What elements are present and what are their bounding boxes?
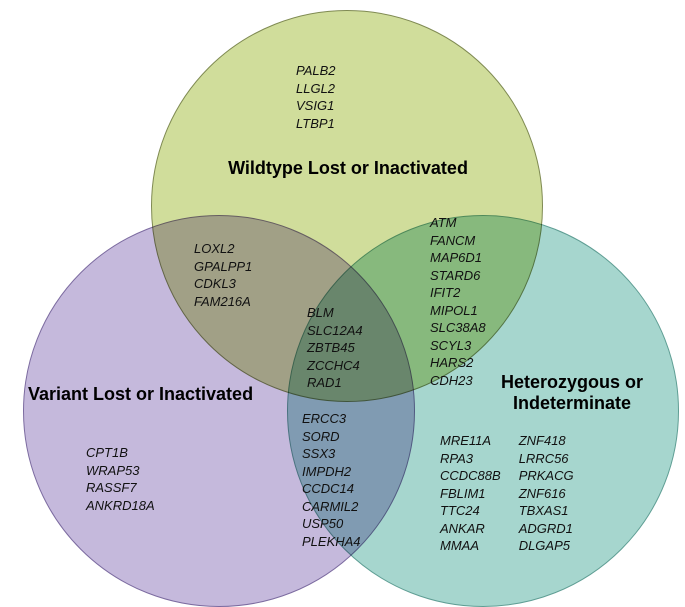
genes-right-only: MRE11A RPA3 CCDC88B FBLIM1 TTC24 ANKAR M… [440, 432, 574, 555]
genes-right-only-col2: ZNF418 LRRC56 PRKACG ZNF616 TBXAS1 ADGRD… [519, 432, 574, 555]
title-top: Wildtype Lost or Inactivated [218, 158, 478, 179]
title-left: Variant Lost or Inactivated [28, 384, 258, 405]
genes-top-left: LOXL2 GPALPP1 CDKL3 FAM216A [194, 240, 252, 310]
venn-diagram: Wildtype Lost or Inactivated Variant Los… [0, 0, 685, 607]
genes-top-right: ATM FANCM MAP6D1 STARD6 IFIT2 MIPOL1 SLC… [430, 214, 486, 389]
genes-right-only-col1: MRE11A RPA3 CCDC88B FBLIM1 TTC24 ANKAR M… [440, 432, 501, 555]
genes-left-only: CPT1B WRAP53 RASSF7 ANKRD18A [86, 444, 155, 514]
genes-center: BLM SLC12A4 ZBTB45 ZCCHC4 RAD1 [307, 304, 363, 392]
genes-top-only: PALB2 LLGL2 VSIG1 LTBP1 [296, 62, 336, 132]
genes-left-right: ERCC3 SORD SSX3 IMPDH2 CCDC14 CARMIL2 US… [302, 410, 361, 550]
title-right: Heterozygous or Indeterminate [462, 372, 682, 413]
